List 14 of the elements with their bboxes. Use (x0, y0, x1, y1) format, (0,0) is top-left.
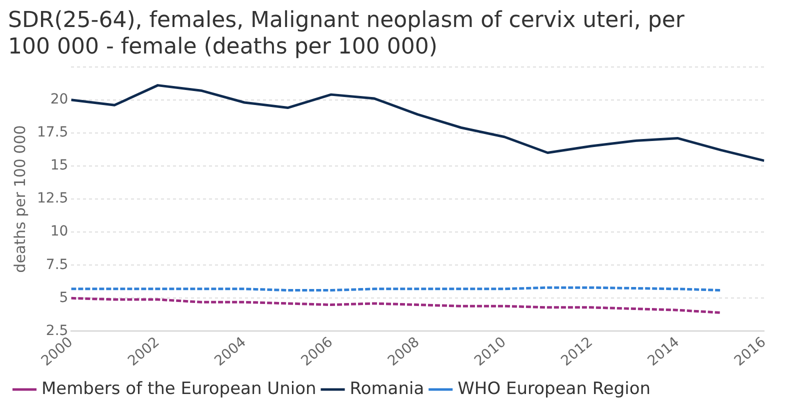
y-tick-label: 15 (50, 158, 68, 174)
line-series (71, 296, 722, 314)
y-tick-label: 20 (50, 91, 68, 108)
y-tick-label: 17.5 (37, 124, 68, 141)
y-tick-label: 12.5 (37, 190, 68, 207)
y-tick-label: 7.5 (46, 256, 68, 273)
legend-label: Romania (350, 378, 424, 399)
y-tick-label: 5 (59, 290, 68, 306)
y-axis-title: deaths per 100 000 (10, 125, 29, 273)
y-tick-label: 10 (50, 224, 68, 240)
y-tick-label: 2.5 (46, 322, 68, 339)
legend-label: WHO European Region (458, 378, 651, 399)
chart-title: SDR(25-64), females, Malignant neoplasm of cervix uteri, per 100 000 - female (deaths per 100 000) (8, 8, 686, 60)
legend-label: Members of the European Union (42, 378, 316, 399)
